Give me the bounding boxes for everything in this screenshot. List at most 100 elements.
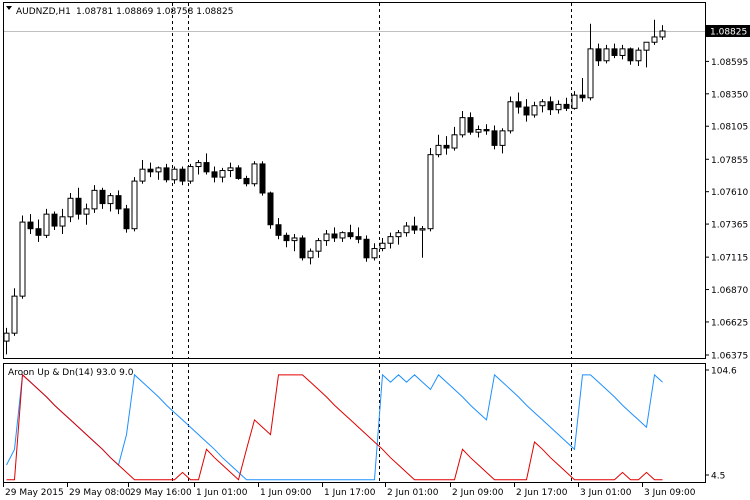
candle: [499, 128, 506, 154]
candle: [131, 177, 138, 232]
indicator-label: Aroon Up & Dn(14) 93.0 9.0: [8, 368, 134, 378]
candle-body: [107, 195, 114, 205]
candle: [275, 218, 282, 240]
candle: [195, 159, 202, 175]
candle-body: [283, 234, 290, 242]
candle: [611, 43, 618, 59]
candle-body: [291, 237, 298, 242]
candle-body: [555, 103, 562, 111]
current-price-box: [706, 25, 750, 37]
candle-body: [43, 213, 50, 236]
candle-body: [155, 167, 162, 173]
candle: [571, 91, 578, 110]
candle-body: [67, 197, 74, 218]
candle: [115, 190, 122, 215]
candle-body: [611, 48, 618, 56]
candle-body: [323, 233, 330, 242]
candle-body: [243, 177, 250, 185]
candle: [451, 126, 458, 151]
ohlc-values: 1.08781 1.08869 1.08758 1.08825: [76, 7, 233, 17]
candle-body: [403, 225, 410, 234]
candle: [155, 166, 162, 180]
candle: [259, 161, 266, 196]
candle-body: [435, 144, 442, 156]
candle: [363, 235, 370, 262]
candle-body: [307, 250, 314, 259]
candle: [387, 232, 394, 249]
candle-body: [651, 36, 658, 43]
candle-body: [139, 168, 146, 182]
candle-body: [515, 101, 522, 108]
candle: [627, 47, 634, 65]
candle: [371, 243, 378, 261]
candle: [507, 96, 514, 134]
candle-body: [395, 232, 402, 238]
candle: [3, 327, 10, 355]
candle: [299, 235, 306, 261]
candle-body: [627, 48, 634, 62]
candle: [651, 19, 658, 45]
price-tick-label: 1.08350: [711, 90, 748, 100]
candle: [283, 232, 290, 248]
candle-body: [187, 166, 194, 182]
candle: [67, 193, 74, 223]
candle-body: [75, 197, 82, 215]
candle-body: [427, 154, 434, 230]
candle-body: [443, 144, 450, 149]
candle: [147, 162, 154, 178]
candle-body: [275, 224, 282, 236]
candle: [395, 230, 402, 245]
symbol-title: AUDNZD,H1: [16, 7, 71, 17]
candle-body: [411, 225, 418, 231]
candle: [35, 219, 42, 242]
candle-body: [331, 233, 338, 239]
candle: [515, 92, 522, 114]
time-tick-label: 1 Jun 01:00: [196, 488, 248, 498]
candle: [107, 193, 114, 212]
candle-body: [123, 208, 130, 230]
candle: [171, 166, 178, 184]
candle-body: [579, 94, 586, 99]
candle: [347, 224, 354, 240]
candle: [91, 185, 98, 213]
candle-body: [315, 240, 322, 252]
time-tick-label: 3 Jun 01:00: [580, 488, 632, 498]
candle: [123, 204, 130, 233]
candle: [251, 161, 258, 187]
time-tick-label: 1 Jun 17:00: [324, 488, 376, 498]
candle: [539, 99, 546, 113]
candle-body: [83, 208, 90, 215]
candle-body: [659, 30, 666, 38]
candle-body: [11, 295, 18, 334]
candle-body: [587, 48, 594, 99]
candle-body: [419, 228, 426, 231]
candle: [427, 148, 434, 232]
candle-body: [91, 189, 98, 210]
candle: [587, 23, 594, 101]
candle-body: [163, 167, 170, 181]
candle: [323, 230, 330, 246]
indicator-axis-bottom: 4.5: [711, 472, 725, 482]
candle-body: [499, 130, 506, 146]
candle-body: [507, 101, 514, 132]
price-tick-label: 1.06870: [711, 286, 748, 296]
dropdown-triangle-icon[interactable]: [6, 6, 12, 10]
candle-body: [539, 101, 546, 107]
candle: [19, 215, 26, 299]
candle: [531, 101, 538, 118]
candle: [547, 96, 554, 115]
candle-body: [299, 237, 306, 259]
candle: [403, 222, 410, 237]
candle: [307, 248, 314, 265]
candle: [355, 227, 362, 244]
candle: [603, 44, 610, 64]
candle-body: [203, 162, 210, 173]
candle: [315, 237, 322, 258]
candle-body: [27, 221, 34, 230]
candle: [491, 125, 498, 150]
candle-body: [451, 134, 458, 149]
candle-body: [571, 94, 578, 109]
current-price-tag: 1.08825: [706, 25, 750, 38]
price-tick-label: 1.06375: [711, 352, 748, 362]
